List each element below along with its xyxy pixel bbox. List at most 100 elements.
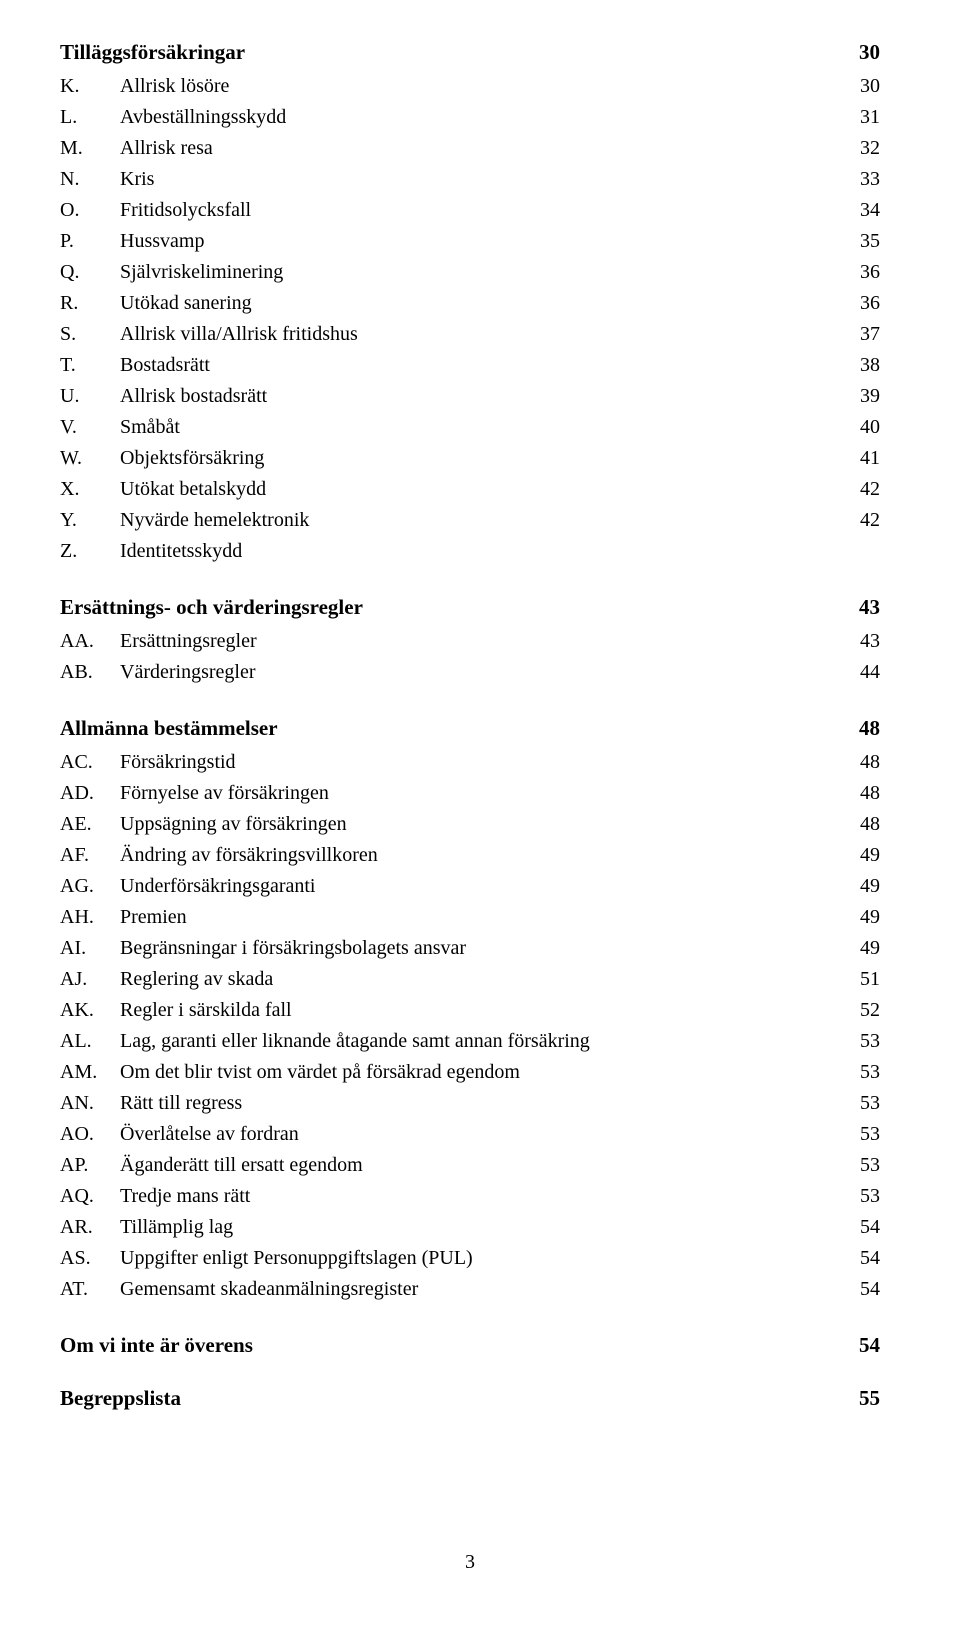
toc-page: 49 xyxy=(860,840,880,871)
toc-label: Försäkringstid xyxy=(120,747,860,778)
toc-prefix: AT. xyxy=(60,1274,120,1305)
toc-label: Reglering av skada xyxy=(120,964,860,995)
section-heading-page: 30 xyxy=(859,40,880,65)
toc-page: 54 xyxy=(860,1274,880,1305)
toc-prefix: K. xyxy=(60,71,120,102)
toc-page: 33 xyxy=(860,164,880,195)
toc-page: 53 xyxy=(860,1119,880,1150)
toc-label: Ändring av försäkringsvillkoren xyxy=(120,840,860,871)
toc-row: M.Allrisk resa32 xyxy=(60,133,880,164)
toc-row: P.Hussvamp35 xyxy=(60,226,880,257)
toc-label: Småbåt xyxy=(120,412,860,443)
toc-page: 53 xyxy=(860,1150,880,1181)
toc-page: 40 xyxy=(860,412,880,443)
toc-row: AP.Äganderätt till ersatt egendom53 xyxy=(60,1150,880,1181)
toc-row: AQ.Tredje mans rätt53 xyxy=(60,1181,880,1212)
toc-row: AO.Överlåtelse av fordran53 xyxy=(60,1119,880,1150)
toc-row: Y.Nyvärde hemelektronik42 xyxy=(60,505,880,536)
toc-row: T.Bostadsrätt38 xyxy=(60,350,880,381)
toc-label: Allrisk lösöre xyxy=(120,71,860,102)
toc-page: 38 xyxy=(860,350,880,381)
toc-label: Utökad sanering xyxy=(120,288,860,319)
section-heading-label: Allmänna bestämmelser xyxy=(60,716,278,741)
toc-prefix: T. xyxy=(60,350,120,381)
toc-label: Förnyelse av försäkringen xyxy=(120,778,860,809)
toc-prefix: AK. xyxy=(60,995,120,1026)
toc-page: 36 xyxy=(860,288,880,319)
toc-row: AH.Premien49 xyxy=(60,902,880,933)
toc-page: 35 xyxy=(860,226,880,257)
toc-label: Uppsägning av försäkringen xyxy=(120,809,860,840)
toc-prefix: AG. xyxy=(60,871,120,902)
toc-row: V.Småbåt40 xyxy=(60,412,880,443)
toc-row: AR.Tillämplig lag54 xyxy=(60,1212,880,1243)
toc-prefix: AC. xyxy=(60,747,120,778)
toc-label: Nyvärde hemelektronik xyxy=(120,505,860,536)
toc-page: 30 xyxy=(860,71,880,102)
toc-page: 48 xyxy=(860,778,880,809)
section-heading-label: Tilläggsförsäkringar xyxy=(60,40,245,65)
toc-row: U.Allrisk bostadsrätt39 xyxy=(60,381,880,412)
toc-prefix: AF. xyxy=(60,840,120,871)
toc-label: Allrisk villa/Allrisk fritidshus xyxy=(120,319,860,350)
toc-page: 31 xyxy=(860,102,880,133)
toc-prefix: AM. xyxy=(60,1057,120,1088)
toc-prefix: M. xyxy=(60,133,120,164)
toc-label: Underförsäkringsgaranti xyxy=(120,871,860,902)
toc-page: 44 xyxy=(860,657,880,688)
section-heading-label: Om vi inte är överens xyxy=(60,1333,253,1358)
toc-row: N.Kris33 xyxy=(60,164,880,195)
toc-label: Gemensamt skadeanmälningsregister xyxy=(120,1274,860,1305)
toc-prefix: Z. xyxy=(60,536,120,567)
toc-row: W.Objektsförsäkring41 xyxy=(60,443,880,474)
toc-row: S.Allrisk villa/Allrisk fritidshus37 xyxy=(60,319,880,350)
toc-page: 48 xyxy=(860,747,880,778)
toc-prefix: U. xyxy=(60,381,120,412)
toc-label: Begränsningar i försäkringsbolagets ansv… xyxy=(120,933,860,964)
section-heading: Allmänna bestämmelser 48 xyxy=(60,716,880,741)
toc-prefix: Y. xyxy=(60,505,120,536)
section-heading-label: Begreppslista xyxy=(60,1386,181,1411)
toc-prefix: AP. xyxy=(60,1150,120,1181)
toc-label: Uppgifter enligt Personuppgiftslagen (PU… xyxy=(120,1243,860,1274)
toc-row: X.Utökat betalskydd42 xyxy=(60,474,880,505)
section-heading-label: Ersättnings- och värderingsregler xyxy=(60,595,363,620)
section-heading-page: 55 xyxy=(859,1386,880,1411)
toc-label: Överlåtelse av fordran xyxy=(120,1119,860,1150)
toc-row: AT.Gemensamt skadeanmälningsregister54 xyxy=(60,1274,880,1305)
toc-label: Tredje mans rätt xyxy=(120,1181,860,1212)
section-heading: Tilläggsförsäkringar 30 xyxy=(60,40,880,65)
toc-prefix: AI. xyxy=(60,933,120,964)
toc-page: 36 xyxy=(860,257,880,288)
toc-label: Tillämplig lag xyxy=(120,1212,860,1243)
toc-page: 39 xyxy=(860,381,880,412)
toc-label: Premien xyxy=(120,902,860,933)
toc-row: AE.Uppsägning av försäkringen48 xyxy=(60,809,880,840)
section-heading-page: 48 xyxy=(859,716,880,741)
toc-row: AK.Regler i särskilda fall52 xyxy=(60,995,880,1026)
toc-page: 37 xyxy=(860,319,880,350)
toc-row: AJ.Reglering av skada51 xyxy=(60,964,880,995)
section-heading: Begreppslista 55 xyxy=(60,1386,880,1411)
toc-row: AL.Lag, garanti eller liknande åtagande … xyxy=(60,1026,880,1057)
toc-row: AD.Förnyelse av försäkringen48 xyxy=(60,778,880,809)
toc-row: AS.Uppgifter enligt Personuppgiftslagen … xyxy=(60,1243,880,1274)
toc-prefix: P. xyxy=(60,226,120,257)
toc-label: Regler i särskilda fall xyxy=(120,995,860,1026)
toc-prefix: O. xyxy=(60,195,120,226)
toc-page: 32 xyxy=(860,133,880,164)
section-heading: Ersättnings- och värderingsregler43 xyxy=(60,595,880,620)
toc-label: Identitetsskydd xyxy=(120,536,880,567)
toc-prefix: L. xyxy=(60,102,120,133)
toc-container: Tilläggsförsäkringar30K.Allrisk lösöre30… xyxy=(60,40,880,1411)
toc-page: 49 xyxy=(860,871,880,902)
toc-label: Kris xyxy=(120,164,860,195)
toc-prefix: AB. xyxy=(60,657,120,688)
toc-label: Ersättningsregler xyxy=(120,626,860,657)
toc-row: Z.Identitetsskydd xyxy=(60,536,880,567)
toc-prefix: R. xyxy=(60,288,120,319)
toc-page: 54 xyxy=(860,1212,880,1243)
toc-row: Q.Självriskeliminering36 xyxy=(60,257,880,288)
toc-page: 49 xyxy=(860,902,880,933)
toc-label: Utökat betalskydd xyxy=(120,474,860,505)
